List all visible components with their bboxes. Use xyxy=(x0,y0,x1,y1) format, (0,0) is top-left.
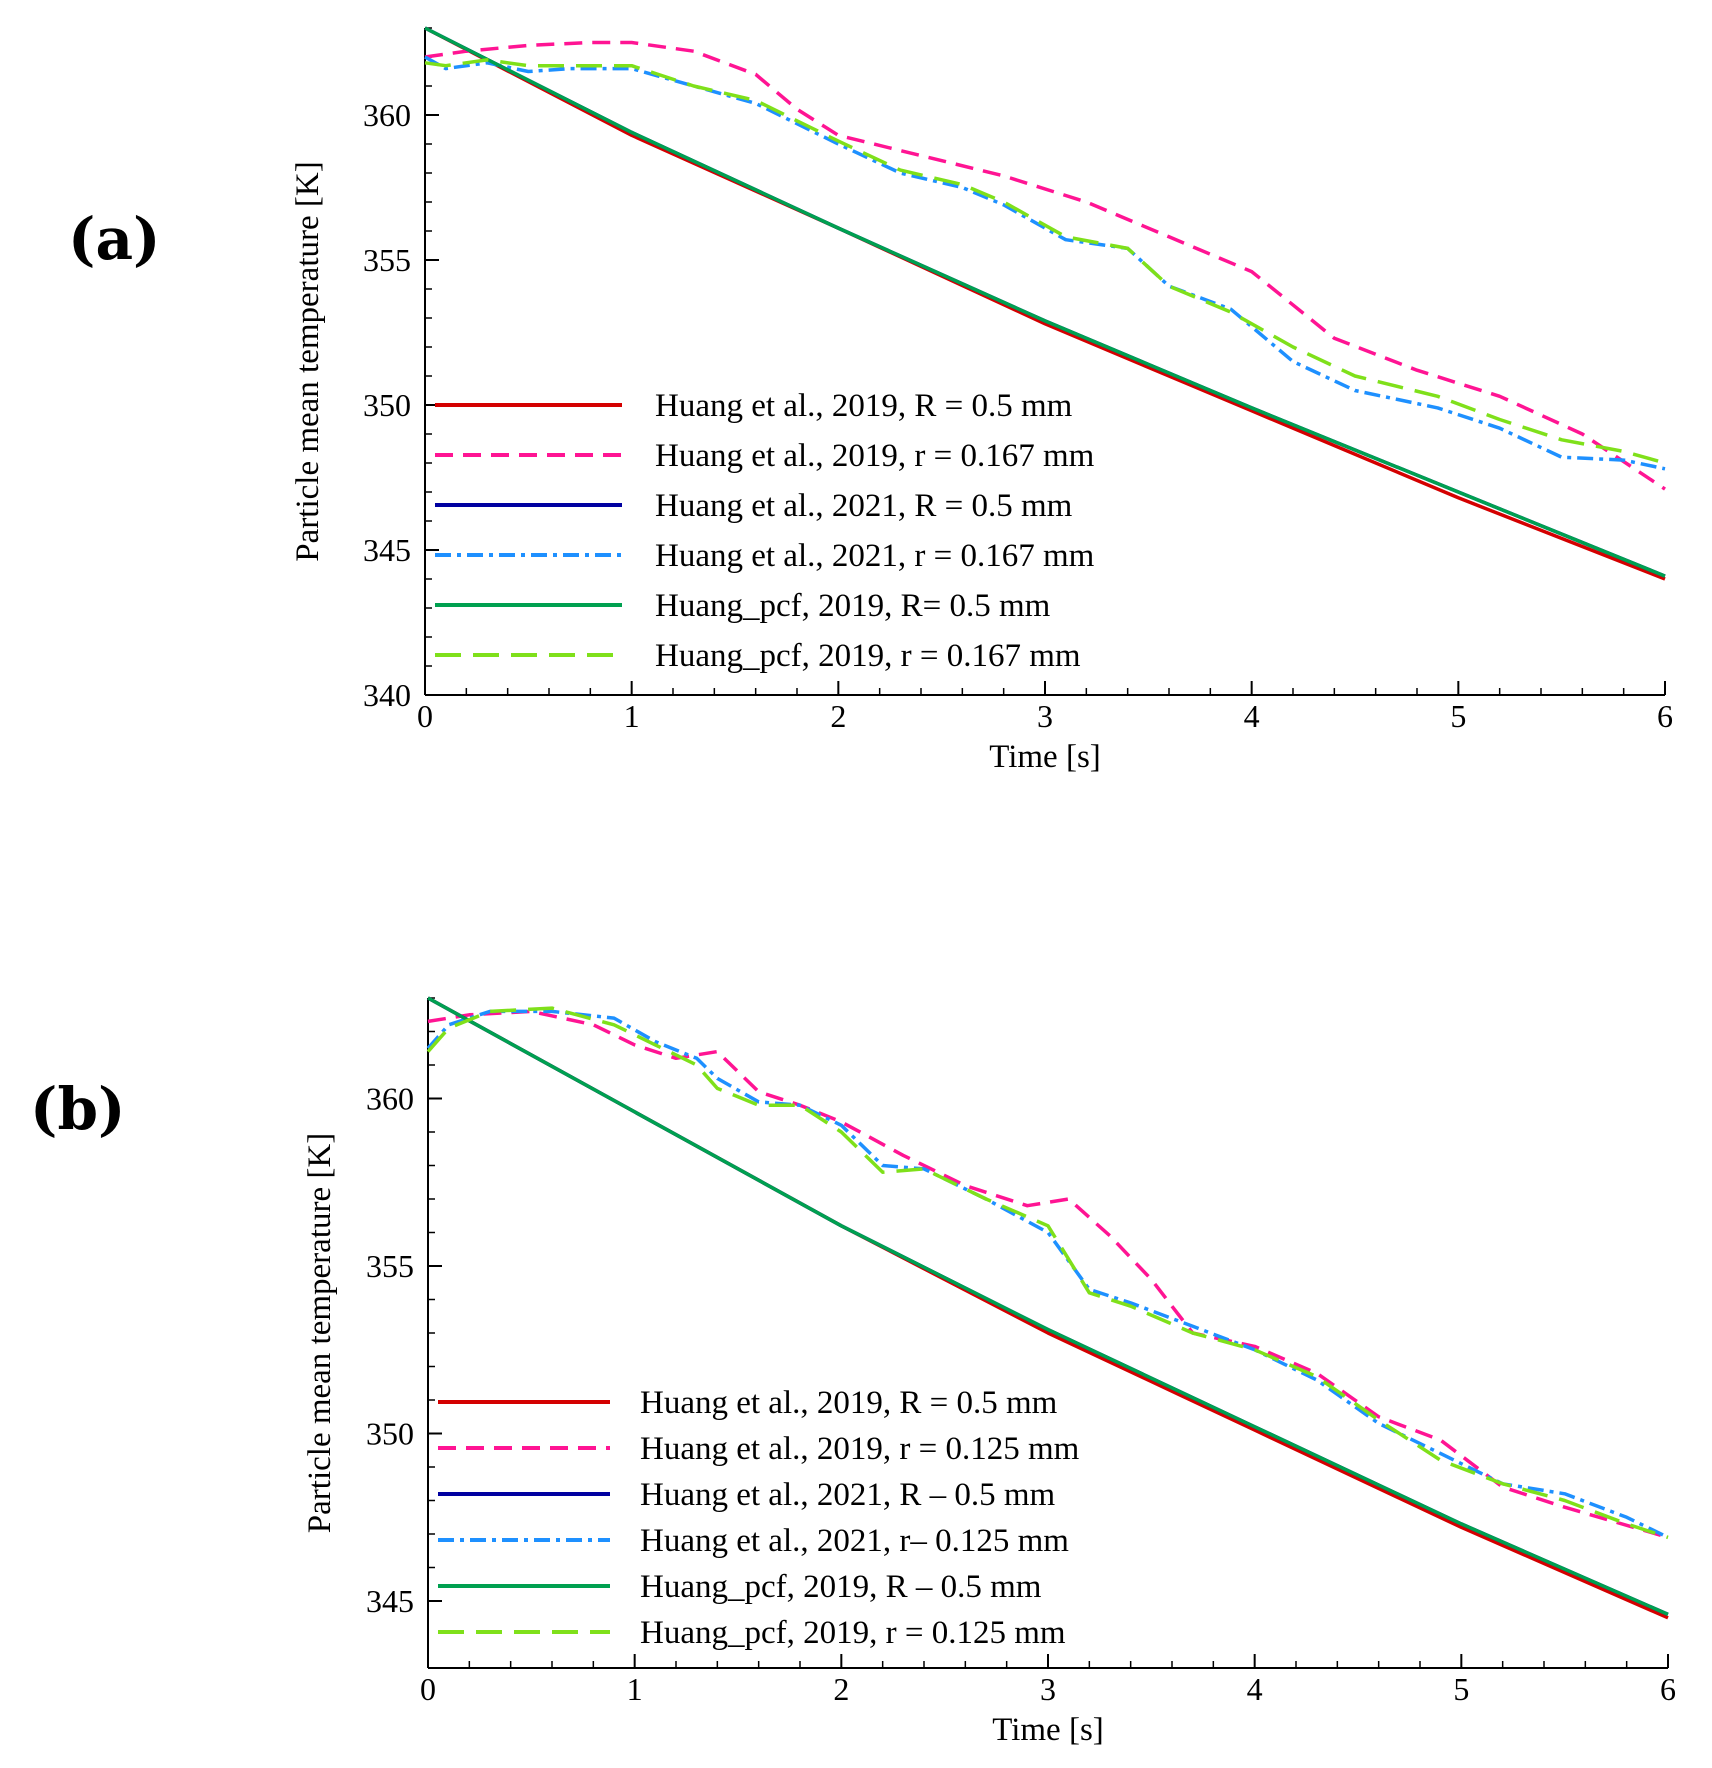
y-tick-label: 355 xyxy=(366,1248,414,1284)
x-tick-label: 6 xyxy=(1657,698,1673,734)
y-tick-label: 345 xyxy=(366,1583,414,1619)
legend-label: Huang et al., 2019, R = 0.5 mm xyxy=(640,1385,1058,1421)
x-tick-label: 1 xyxy=(624,698,640,734)
y-axis-title: Particle mean temperature [K] xyxy=(290,161,326,561)
x-tick-label: 4 xyxy=(1247,1671,1263,1707)
legend-label: Huang et al., 2019, r = 0.167 mm xyxy=(655,438,1095,474)
x-tick-label: 4 xyxy=(1244,698,1260,734)
y-tick-label: 350 xyxy=(363,387,411,423)
legend-label: Huang_pcf, 2019, r = 0.125 mm xyxy=(640,1615,1066,1651)
y-axis-title: Particle mean temperature [K] xyxy=(302,1133,338,1533)
legend-label: Huang et al., 2021, R – 0.5 mm xyxy=(640,1477,1056,1513)
x-tick-label: 5 xyxy=(1453,1671,1469,1707)
panel-label-b: (b) xyxy=(30,1075,126,1143)
series-line-5 xyxy=(427,996,1669,1617)
series-line-6 xyxy=(424,58,1666,465)
series-line-2 xyxy=(424,40,1666,491)
x-tick-label: 1 xyxy=(627,1671,643,1707)
y-tick-label: 340 xyxy=(363,677,411,713)
series-line-6 xyxy=(426,1006,1669,1540)
x-tick-label: 2 xyxy=(830,698,846,734)
y-tick-label: 350 xyxy=(366,1416,414,1452)
x-tick-label: 0 xyxy=(420,1671,436,1707)
legend-label: Huang et al., 2021, r– 0.125 mm xyxy=(640,1523,1069,1559)
y-tick-label: 355 xyxy=(363,242,411,278)
legend-label: Huang_pcf, 2019, R – 0.5 mm xyxy=(640,1569,1042,1605)
series-line-1 xyxy=(424,26,1666,581)
x-axis-title: Time [s] xyxy=(989,739,1101,775)
x-tick-label: 5 xyxy=(1450,698,1466,734)
series-line-2 xyxy=(427,1009,1669,1540)
legend-label: Huang et al., 2021, r = 0.167 mm xyxy=(655,538,1095,574)
x-axis-title: Time [s] xyxy=(992,1712,1104,1748)
legend-label: Huang et al., 2021, R = 0.5 mm xyxy=(655,488,1073,524)
x-tick-label: 0 xyxy=(417,698,433,734)
x-tick-label: 2 xyxy=(833,1671,849,1707)
legend-label: Huang_pcf, 2019, r = 0.167 mm xyxy=(655,638,1081,674)
panel-label-a: (a) xyxy=(68,205,161,273)
x-tick-label: 3 xyxy=(1037,698,1053,734)
legend-label: Huang et al., 2019, R = 0.5 mm xyxy=(655,388,1073,424)
y-tick-label: 360 xyxy=(363,97,411,133)
x-tick-label: 3 xyxy=(1040,1671,1056,1707)
series-line-5 xyxy=(424,26,1666,578)
series-line-4 xyxy=(424,55,1666,471)
x-tick-label: 6 xyxy=(1660,1671,1676,1707)
legend-label: Huang_pcf, 2019, R= 0.5 mm xyxy=(655,588,1051,624)
series-line-3 xyxy=(427,996,1669,1617)
legend-label: Huang et al., 2019, r = 0.125 mm xyxy=(640,1431,1080,1467)
y-tick-label: 360 xyxy=(366,1081,414,1117)
y-tick-label: 345 xyxy=(363,532,411,568)
